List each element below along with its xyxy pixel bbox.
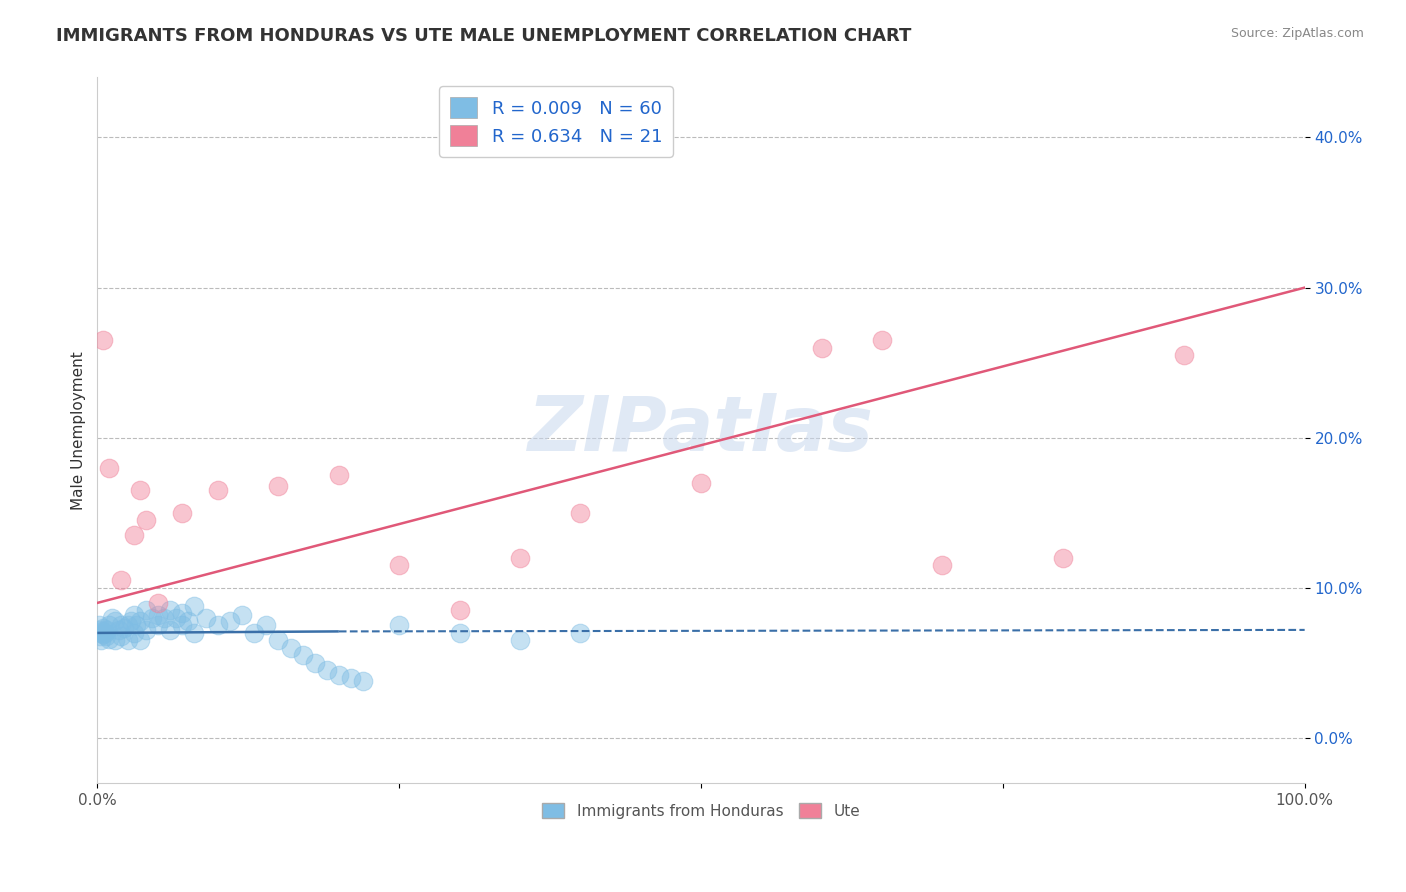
Point bbox=[931, 558, 953, 573]
Point bbox=[128, 614, 150, 628]
Point bbox=[112, 621, 135, 635]
Point bbox=[122, 528, 145, 542]
Point bbox=[89, 629, 111, 643]
Point bbox=[183, 599, 205, 613]
Point bbox=[135, 623, 157, 637]
Point bbox=[569, 626, 592, 640]
Point bbox=[135, 603, 157, 617]
Point bbox=[569, 506, 592, 520]
Point bbox=[93, 333, 115, 347]
Point bbox=[328, 668, 350, 682]
Point bbox=[810, 341, 832, 355]
Point bbox=[304, 656, 326, 670]
Point bbox=[690, 475, 713, 490]
Point bbox=[146, 596, 169, 610]
Point bbox=[267, 479, 290, 493]
Point bbox=[219, 614, 242, 628]
Point bbox=[183, 626, 205, 640]
Point bbox=[267, 633, 290, 648]
Point bbox=[243, 626, 266, 640]
Point bbox=[170, 506, 193, 520]
Point bbox=[117, 618, 139, 632]
Point bbox=[388, 618, 411, 632]
Point bbox=[1052, 550, 1074, 565]
Point bbox=[152, 611, 174, 625]
Point bbox=[509, 550, 531, 565]
Point bbox=[280, 640, 302, 655]
Point bbox=[122, 607, 145, 622]
Point bbox=[146, 618, 169, 632]
Point bbox=[388, 558, 411, 573]
Point bbox=[122, 626, 145, 640]
Y-axis label: Male Unemployment: Male Unemployment bbox=[72, 351, 86, 509]
Point bbox=[93, 627, 115, 641]
Point bbox=[128, 633, 150, 648]
Point bbox=[104, 633, 127, 648]
Point bbox=[328, 468, 350, 483]
Point bbox=[231, 607, 253, 622]
Point bbox=[110, 618, 132, 632]
Point bbox=[110, 629, 132, 643]
Legend: Immigrants from Honduras, Ute: Immigrants from Honduras, Ute bbox=[536, 797, 866, 825]
Point bbox=[170, 618, 193, 632]
Point bbox=[93, 626, 115, 640]
Point bbox=[98, 618, 121, 632]
Point bbox=[207, 483, 229, 498]
Point bbox=[141, 611, 163, 625]
Text: ZIPatlas: ZIPatlas bbox=[529, 393, 875, 467]
Point bbox=[195, 611, 218, 625]
Point bbox=[128, 483, 150, 498]
Point bbox=[120, 614, 142, 628]
Point bbox=[207, 618, 229, 632]
Point bbox=[340, 671, 363, 685]
Point bbox=[87, 618, 110, 632]
Point bbox=[101, 611, 124, 625]
Point bbox=[159, 623, 181, 637]
Point bbox=[146, 607, 169, 622]
Point bbox=[98, 632, 121, 646]
Point bbox=[291, 648, 314, 663]
Point bbox=[870, 333, 893, 347]
Point bbox=[254, 618, 277, 632]
Point bbox=[117, 633, 139, 648]
Point bbox=[90, 633, 112, 648]
Point bbox=[89, 623, 111, 637]
Point bbox=[108, 623, 131, 637]
Point bbox=[90, 626, 112, 640]
Point bbox=[449, 626, 471, 640]
Point bbox=[315, 664, 337, 678]
Point bbox=[352, 673, 374, 688]
Point bbox=[135, 513, 157, 527]
Point bbox=[449, 603, 471, 617]
Point bbox=[159, 603, 181, 617]
Point bbox=[98, 460, 121, 475]
Point bbox=[177, 614, 200, 628]
Text: Source: ZipAtlas.com: Source: ZipAtlas.com bbox=[1230, 27, 1364, 40]
Point bbox=[125, 618, 148, 632]
Point bbox=[165, 611, 187, 625]
Point bbox=[110, 574, 132, 588]
Point bbox=[96, 623, 118, 637]
Point bbox=[1173, 348, 1195, 362]
Point bbox=[104, 614, 127, 628]
Point bbox=[170, 607, 193, 621]
Point bbox=[91, 624, 114, 639]
Point bbox=[509, 633, 531, 648]
Point bbox=[93, 621, 115, 635]
Text: IMMIGRANTS FROM HONDURAS VS UTE MALE UNEMPLOYMENT CORRELATION CHART: IMMIGRANTS FROM HONDURAS VS UTE MALE UNE… bbox=[56, 27, 911, 45]
Point bbox=[94, 629, 117, 643]
